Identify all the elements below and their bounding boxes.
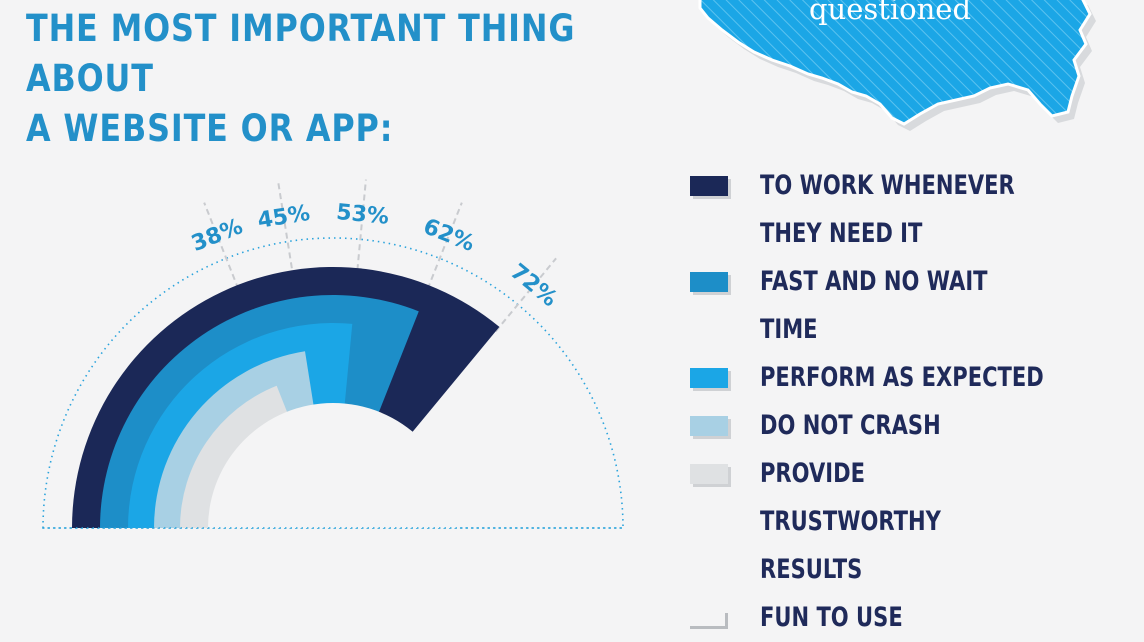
legend-swatch	[690, 416, 728, 436]
percent-label: 53%	[335, 200, 390, 230]
leader-line	[494, 257, 557, 333]
legend-item: PERFORM AS EXPECTED	[690, 354, 1130, 402]
legend-label: TO WORK WHENEVER THEY NEED IT	[760, 170, 1015, 249]
legend-label: PROVIDE TRUSTWORTHY RESULTS	[760, 458, 941, 585]
legend-swatch	[690, 368, 728, 388]
percent-label: 38%	[188, 214, 246, 257]
legend-item: FUN TO USE	[690, 594, 1130, 642]
radial-bar-chart: 72% 62% 53% 45% 38%	[42, 179, 624, 529]
legend-label: PERFORM AS EXPECTED	[760, 362, 1044, 393]
legend-label: FUN TO USE	[760, 602, 903, 633]
legend-swatch	[690, 613, 728, 629]
legend-swatch	[690, 272, 728, 292]
legend-swatch	[690, 176, 728, 196]
page-title: THE MOST IMPORTANT THING ABOUT A WEBSITE…	[26, 4, 576, 154]
title-line-2: A WEBSITE OR APP:	[26, 107, 394, 150]
legend-item: PROVIDE TRUSTWORTHY RESULTS	[690, 450, 1130, 594]
legend: TO WORK WHENEVER THEY NEED IT FAST AND NO…	[690, 162, 1130, 642]
legend-swatch	[690, 464, 728, 484]
legend-label: FAST AND NO WAIT TIME	[760, 266, 988, 345]
percent-label: 45%	[256, 201, 312, 234]
percent-label: 62%	[420, 214, 478, 257]
title-line-1: THE MOST IMPORTANT THING ABOUT	[26, 7, 576, 100]
legend-label: DO NOT CRASH	[760, 410, 941, 441]
legend-item: TO WORK WHENEVER THEY NEED IT	[690, 162, 1130, 258]
legend-item: FAST AND NO WAIT TIME	[690, 258, 1130, 354]
legend-item: DO NOT CRASH	[690, 402, 1130, 450]
map-caption: questioned	[808, 0, 972, 26]
chart-outline	[42, 237, 624, 529]
chart-hub	[208, 403, 458, 528]
percent-label: 72%	[505, 259, 562, 312]
